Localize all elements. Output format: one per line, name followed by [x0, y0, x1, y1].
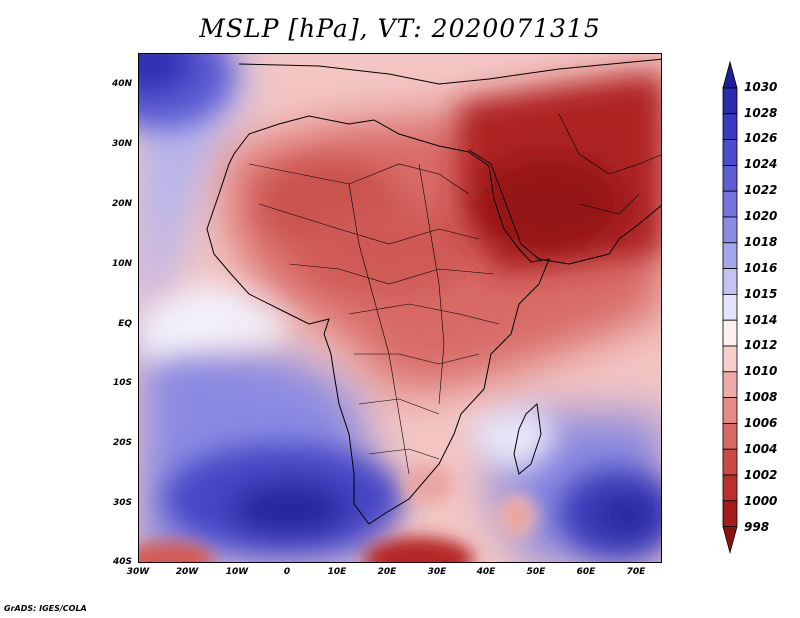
- colorbar-swatch: [722, 422, 738, 450]
- lat-tick-40n: 40N: [111, 79, 132, 89]
- map-panel: [138, 53, 662, 563]
- colorbar: [722, 60, 738, 555]
- colorbar-swatch: [722, 165, 738, 192]
- colorbar-swatch: [722, 500, 738, 527]
- colorbar-swatch: [722, 474, 738, 502]
- colorbar-swatch: [722, 139, 738, 166]
- colorbar-swatch: [722, 371, 738, 398]
- colorbar-swatch: [722, 190, 738, 218]
- cb-label-1000: 1000: [744, 494, 778, 508]
- colorbar-swatch: [722, 397, 738, 424]
- cb-label-1010: 1010: [744, 364, 778, 378]
- lat-tick-30s: 30S: [112, 498, 132, 508]
- colorbar-swatch: [722, 345, 738, 373]
- grads-credit: GrADS: IGES/COLA: [4, 604, 87, 613]
- lon-tick-30e: 30E: [427, 567, 447, 577]
- isobar-1014-band: [139, 284, 559, 474]
- map-title: MSLP [hPa], VT: 2020071315: [199, 14, 601, 43]
- lat-tick-20n: 20N: [111, 199, 132, 209]
- cb-label-1016: 1016: [744, 261, 778, 275]
- coastlines: [206, 58, 661, 525]
- cb-label-1030: 1030: [744, 80, 778, 94]
- southern-lows: [139, 464, 537, 562]
- st-helena-high-core: [164, 444, 404, 554]
- cb-label-1014: 1014: [744, 313, 778, 327]
- mascarene-high-core: [559, 469, 661, 559]
- cb-label-1028: 1028: [744, 106, 778, 120]
- cb-label-998: 998: [744, 520, 770, 534]
- colorbar-swatch: [722, 216, 738, 244]
- cb-label-1004: 1004: [744, 442, 778, 456]
- lat-tick-10n: 10N: [111, 259, 132, 269]
- cb-label-1015: 1015: [744, 287, 778, 301]
- lon-tick-20w: 20W: [175, 567, 199, 577]
- colorbar-swatch: [722, 268, 738, 295]
- lon-tick-30w: 30W: [126, 567, 150, 577]
- colorbar-swatch: [722, 293, 738, 321]
- colorbar-swatch: [722, 113, 738, 140]
- cb-label-1020: 1020: [744, 209, 778, 223]
- lon-tick-20e: 20E: [377, 567, 397, 577]
- lat-tick-10s: 10S: [112, 378, 132, 388]
- lon-tick-60e: 60E: [576, 567, 596, 577]
- sahara-low: [259, 159, 479, 294]
- cb-label-1026: 1026: [744, 131, 778, 145]
- lon-tick-70e: 70E: [626, 567, 646, 577]
- lat-tick-40s: 40S: [112, 557, 132, 567]
- lat-tick-30n: 30N: [111, 139, 132, 149]
- cb-label-1002: 1002: [744, 468, 778, 482]
- arabian-heat-low: [459, 74, 661, 274]
- lat-tick-20s: 20S: [112, 438, 132, 448]
- lon-tick-50e: 50E: [526, 567, 546, 577]
- lat-tick-eq: EQ: [118, 319, 132, 329]
- colorbar-arrow-low: [722, 526, 738, 555]
- lon-tick-40e: 40E: [476, 567, 496, 577]
- lon-tick-10e: 10E: [327, 567, 347, 577]
- country-borders: [248, 113, 661, 475]
- colorbar-swatch: [722, 242, 738, 270]
- colorbar-swatch: [722, 319, 738, 347]
- cb-label-1018: 1018: [744, 235, 778, 249]
- cb-label-1008: 1008: [744, 390, 778, 404]
- lon-tick-0: 0: [283, 567, 291, 577]
- colorbar-swatch: [722, 448, 738, 476]
- cb-label-1022: 1022: [744, 183, 778, 197]
- cb-label-1024: 1024: [744, 157, 778, 171]
- cb-label-1006: 1006: [744, 416, 778, 430]
- colorbar-arrow-high: [722, 60, 738, 89]
- lon-tick-10w: 10W: [225, 567, 249, 577]
- azores-high-core: [139, 54, 234, 129]
- mslp-field-map: [139, 54, 661, 562]
- cb-label-1012: 1012: [744, 338, 778, 352]
- colorbar-swatch: [722, 87, 738, 115]
